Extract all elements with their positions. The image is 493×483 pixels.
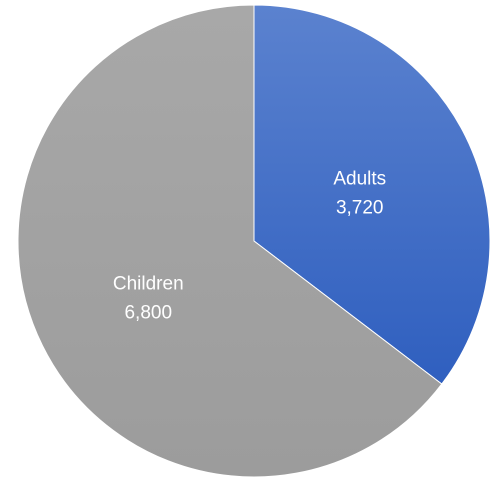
slice-value-label: 3,720 [336, 198, 384, 219]
slice-category-label: Adults [333, 169, 386, 190]
pie-slice-adults [253, 4, 491, 385]
slice-labels: Adults 3,720 Children 6,800 [113, 169, 386, 324]
pie-slice-children [17, 4, 443, 478]
slice-value-label: 6,800 [124, 302, 172, 323]
slice-category-label: Children [113, 273, 184, 294]
pie-slices [17, 4, 491, 478]
